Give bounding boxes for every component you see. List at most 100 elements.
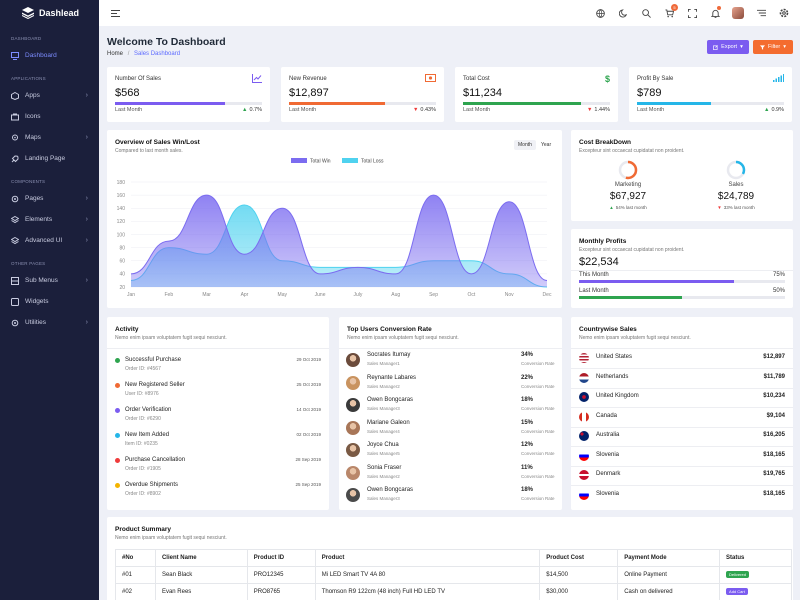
activity-date: 25 Sep 2019: [295, 482, 321, 487]
conversion-rate-label: Conversion Rate: [521, 361, 555, 366]
country-name: Slovenia: [596, 451, 620, 458]
row-divider: [571, 368, 793, 369]
row-divider: [571, 387, 793, 389]
column-header: Product ID: [246, 549, 316, 567]
row-divider: [571, 465, 793, 467]
table-cell: Cash on delivered: [617, 583, 721, 600]
table-row[interactable]: #01 Sean Black PRO12345 Mi LED Smart TV 4A …: [115, 566, 792, 584]
country-flag-icon: [579, 392, 589, 402]
activity-meta: Order ID: #6290: [125, 416, 161, 422]
user-avatar[interactable]: [732, 7, 744, 19]
status-badge: Add Cart: [726, 588, 748, 595]
sidebar-item-pages[interactable]: Pages ›: [0, 188, 99, 209]
list-icon[interactable]: [755, 7, 767, 19]
user-avatar[interactable]: [346, 488, 360, 502]
user-name[interactable]: Mariane Galeon: [367, 419, 410, 426]
sidebar-item-dashboard[interactable]: Dashboard: [0, 45, 99, 66]
user-avatar[interactable]: [346, 398, 360, 412]
user-avatar[interactable]: [346, 353, 360, 367]
activity-dot: [115, 433, 120, 438]
sidebar-item-maps[interactable]: Maps ›: [0, 127, 99, 148]
sidebar-item-utilities[interactable]: Utilities ›: [0, 312, 99, 333]
x-tick-label: Apr: [241, 292, 249, 298]
fullscreen-icon[interactable]: [686, 7, 698, 19]
globe-icon[interactable]: [594, 7, 606, 19]
stat-subtitle: Last Month: [463, 107, 491, 113]
user-role: Sales Manager5: [367, 451, 400, 456]
sidebar-item-landing-page[interactable]: Landing Page: [0, 148, 99, 169]
arrow-up-icon: ▲: [242, 107, 248, 113]
conversion-rate-label: Conversion Rate: [521, 451, 555, 456]
card-subtitle: Nemo enim ipsam voluptatem fugit sequi n…: [115, 535, 227, 541]
chevron-right-icon: ›: [85, 92, 88, 99]
activity-title[interactable]: Successful Purchase: [125, 357, 182, 363]
user-role: Sales Manager3: [367, 496, 400, 501]
stat-value: $568: [115, 87, 140, 99]
sidebar-item-sub-menus[interactable]: Sub Menus ›: [0, 270, 99, 291]
table-cell: #02: [115, 583, 156, 600]
sidebar-item-advanced-ui[interactable]: Advanced UI ›: [0, 230, 99, 251]
user-name[interactable]: Owen Bongcaras: [367, 397, 414, 403]
stat-value: $11,234: [463, 87, 502, 99]
table-row[interactable]: #02 Evan Rees PRO8765 Thomson R9 122cm (48 …: [115, 583, 792, 600]
user-name[interactable]: Owen Bongcaras: [367, 487, 414, 493]
conversion-rate-label: Conversion Rate: [521, 496, 555, 501]
sidebar-item-apps[interactable]: Apps ›: [0, 85, 99, 106]
dollar-icon: $: [604, 74, 610, 84]
activity-title[interactable]: New Registered Seller: [125, 382, 185, 388]
table-cell: Thomson R9 122cm (48 inch) Full HD LED T…: [314, 583, 541, 600]
tab-month[interactable]: Month: [514, 140, 536, 150]
arrow-up-icon: ▲: [609, 205, 614, 210]
user-avatar[interactable]: [346, 375, 360, 390]
column-header: Status: [719, 549, 792, 567]
user-name[interactable]: Socrates Itumay: [367, 352, 411, 358]
country-sales: $11,789: [763, 373, 785, 380]
user-avatar[interactable]: [346, 420, 360, 435]
cart-icon[interactable]: 5: [663, 4, 678, 19]
stat-change-value: 1.44%: [594, 107, 610, 113]
card-title: Cost BreakDown: [579, 139, 632, 146]
country-flag-icon: [579, 470, 589, 480]
settings-icon[interactable]: [778, 7, 790, 19]
sidebar-item-widgets[interactable]: Widgets: [0, 291, 99, 312]
cost-label: Marketing: [614, 182, 642, 188]
activity-title[interactable]: Order Verification: [125, 407, 172, 413]
menu-toggle-icon[interactable]: [109, 7, 121, 19]
sidebar-item-icons[interactable]: Icons: [0, 106, 99, 127]
export-button[interactable]: Export ▾: [707, 40, 749, 54]
user-avatar[interactable]: [346, 465, 360, 480]
stat-change: ▼ 0.43%: [413, 107, 436, 113]
activity-title[interactable]: Purchase Cancellation: [125, 457, 186, 463]
cart-badge: 5: [671, 4, 678, 11]
y-tick-label: 60: [119, 259, 125, 265]
monitor-icon: [11, 51, 19, 60]
activity-meta: User ID: #8976: [125, 391, 159, 397]
y-tick-label: 40: [119, 272, 125, 278]
country-name: United States: [596, 354, 633, 360]
stat-progress-fill: [115, 102, 226, 105]
table-cell: $14,500: [539, 566, 619, 584]
country-sales: $12,897: [763, 354, 785, 360]
logo-icon: [22, 7, 34, 19]
money-icon: [425, 74, 436, 84]
activity-dot: [115, 458, 120, 463]
sidebar-item-elements[interactable]: Elements ›: [0, 209, 99, 230]
user-name[interactable]: Sonia Fraser: [367, 464, 402, 471]
stat-subtitle: Last Month: [637, 107, 665, 113]
card-subtitle: Excepteur sint occaecat cupidatat non pr…: [579, 247, 685, 253]
user-name[interactable]: Joyce Chua: [367, 442, 399, 448]
column-header: Client Name: [154, 549, 248, 567]
bell-icon[interactable]: [709, 6, 721, 19]
moon-icon[interactable]: [617, 7, 629, 19]
user-name[interactable]: Reynante Labares: [367, 374, 417, 381]
filter-button[interactable]: Filter ▾: [753, 40, 793, 54]
tab-year[interactable]: Year: [541, 142, 552, 148]
user-avatar[interactable]: [346, 443, 360, 457]
search-icon[interactable]: [640, 7, 652, 19]
brand-logo[interactable]: Dashlead: [0, 0, 99, 26]
country-name: Netherlands: [596, 373, 629, 380]
activity-title[interactable]: New Item Added: [125, 432, 170, 438]
breadcrumb-home[interactable]: Home: [107, 51, 124, 57]
activity-title[interactable]: Overdue Shipments: [125, 482, 179, 488]
stat-value: $789: [637, 87, 662, 99]
